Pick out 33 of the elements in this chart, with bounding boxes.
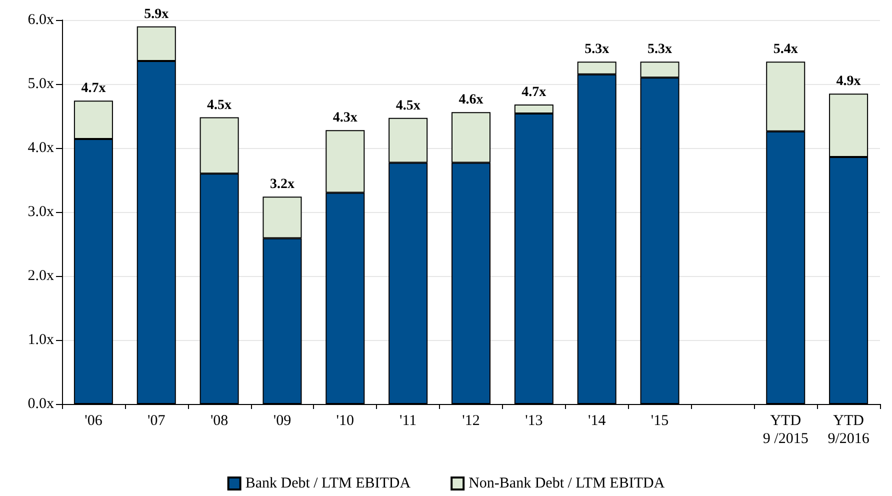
y-tick-label: 4.0x: [28, 140, 54, 156]
x-tick-label: '10: [336, 413, 354, 429]
total-label: 4.7x: [522, 84, 546, 100]
x-tick-label: '06: [84, 413, 103, 429]
x-tick-label: '12: [462, 413, 480, 429]
y-tick-label: 6.0x: [28, 12, 54, 28]
total-label: 4.3x: [332, 110, 358, 126]
total-label: 3.2x: [270, 177, 294, 192]
x-tick-label: '14: [588, 413, 606, 429]
y-tick-label: 1.0x: [28, 332, 54, 348]
legend-label: Non-Bank Debt / LTM EBITDA: [468, 476, 665, 492]
total-label: 4.7x: [81, 81, 106, 96]
y-tick-label: 0.0x: [28, 396, 54, 412]
total-label: 5.4x: [773, 42, 798, 58]
total-label: 4.5x: [207, 98, 232, 113]
total-label: 4.6x: [458, 92, 484, 108]
x-tick-label: '13: [525, 413, 543, 429]
total-label: 5.3x: [648, 42, 672, 58]
total-label: 5.3x: [584, 42, 610, 58]
x-tick-label: '15: [650, 413, 669, 429]
y-tick-label: 5.0x: [28, 76, 54, 92]
x-tick-label: YTD 9/2016: [828, 413, 870, 447]
y-tick-label: 2.0x: [28, 268, 54, 284]
total-label: 5.9x: [144, 6, 169, 22]
total-label: 4.9x: [836, 74, 861, 90]
x-tick-label: '09: [273, 413, 292, 429]
legend-label: Bank Debt / LTM EBITDA: [245, 476, 411, 492]
y-tick-label: 3.0x: [28, 204, 54, 220]
x-tick-label: '08: [210, 413, 228, 429]
x-tick-label: '07: [148, 413, 166, 429]
x-tick-label: YTD 9 /2015: [762, 413, 808, 447]
x-tick-label: '11: [400, 413, 417, 429]
total-label: 4.5x: [396, 98, 420, 114]
